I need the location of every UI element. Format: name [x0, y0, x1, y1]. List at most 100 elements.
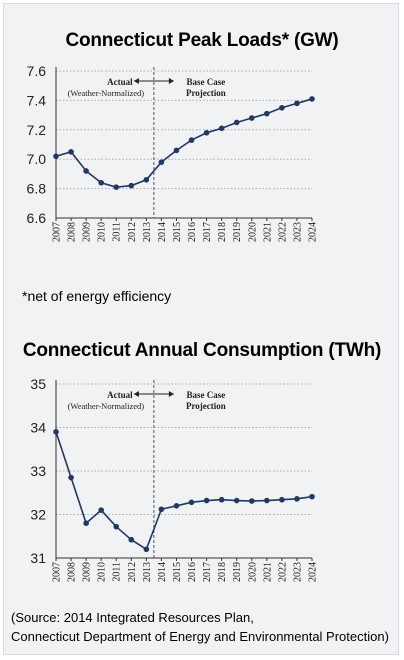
- data-point: [218, 496, 225, 503]
- data-point: [158, 506, 165, 513]
- source-line-1: (Source: 2014 Integrated Resources Plan,: [11, 610, 254, 625]
- data-point: [264, 110, 270, 117]
- y-tick-label: 7.2: [27, 122, 47, 138]
- data-point: [83, 520, 89, 526]
- x-tick-label: 2020: [247, 222, 258, 242]
- data-point: [264, 497, 270, 504]
- data-point: [294, 100, 300, 107]
- x-tick-label: 2016: [187, 562, 198, 582]
- data-point: [83, 168, 89, 174]
- x-tick-label: 2014: [157, 222, 168, 242]
- x-tick-label: 2015: [172, 222, 183, 242]
- data-point: [279, 496, 285, 503]
- arrowhead-left: [133, 391, 139, 397]
- data-point: [188, 499, 195, 506]
- x-tick-label: 2010: [97, 222, 108, 242]
- y-tick-label: 31: [30, 550, 46, 566]
- data-point: [173, 503, 180, 509]
- x-tick-label: 2008: [67, 222, 78, 242]
- x-tick-label: 2007: [52, 222, 63, 242]
- annotation-actual-sub: (Weather-Normalized): [68, 401, 145, 411]
- x-tick-label: 2019: [232, 222, 243, 242]
- x-tick-label: 2007: [52, 562, 63, 582]
- data-point: [203, 497, 210, 504]
- x-tick-label: 2009: [82, 562, 93, 582]
- x-tick-label: 2011: [112, 222, 123, 242]
- x-tick-label: 2012: [127, 562, 138, 582]
- y-tick-label: 7.0: [27, 151, 47, 167]
- source-line-2: Connecticut Department of Energy and Env…: [11, 629, 389, 644]
- x-tick-label: 2018: [217, 562, 228, 582]
- y-tick-label: 35: [30, 376, 46, 392]
- y-tick-label: 32: [30, 507, 46, 523]
- data-point: [248, 498, 255, 504]
- data-point: [113, 184, 120, 190]
- y-tick-label: 6.6: [27, 210, 47, 226]
- chart-title-annual-consumption: Connecticut Annual Consumption (TWh): [22, 340, 382, 361]
- data-point: [128, 536, 135, 543]
- data-point: [173, 147, 180, 154]
- data-point: [309, 96, 315, 102]
- peak-loads-chart: 6.6 6.8 7.0 7.2 7.4 7.6 2007 2008 2009 2010 2011 20…: [27, 63, 319, 242]
- annotation-actual: Actual: [107, 390, 133, 400]
- x-tick-label: 2010: [97, 562, 108, 582]
- data-point: [233, 497, 240, 504]
- x-tick-label: 2008: [67, 562, 78, 582]
- data-point: [218, 125, 225, 132]
- x-tick-label: 2009: [82, 222, 93, 242]
- x-tick-label: 2023: [292, 562, 303, 582]
- y-tick-label: 7.4: [27, 92, 47, 108]
- y-tick-label: 34: [30, 420, 46, 436]
- data-point: [113, 523, 120, 530]
- data-point: [233, 119, 240, 126]
- annotation-actual: Actual: [107, 77, 133, 87]
- data-point: [203, 129, 210, 136]
- data-point: [68, 149, 74, 155]
- x-tick-label: 2017: [202, 222, 213, 242]
- data-point: [248, 115, 255, 121]
- data-point: [188, 137, 195, 143]
- x-tick-label: 2016: [187, 222, 198, 242]
- x-tick-label: 2022: [277, 222, 288, 242]
- x-tick-label: 2022: [277, 562, 288, 582]
- x-tick-label: 2011: [112, 562, 123, 582]
- data-point: [53, 153, 59, 160]
- x-tick-label: 2013: [142, 562, 153, 582]
- data-point: [53, 429, 59, 435]
- data-point: [279, 104, 285, 111]
- arrowhead-left: [133, 78, 139, 84]
- series-line: [55, 431, 313, 551]
- x-tick-label: 2015: [172, 562, 183, 582]
- data-point: [128, 182, 135, 189]
- chart-title-peak-loads: Connecticut Peak Loads* (GW): [65, 30, 339, 51]
- x-tick-label: 2024: [308, 562, 319, 582]
- data-point: [98, 507, 104, 513]
- x-tick-label: 2018: [217, 222, 228, 242]
- data-point: [143, 176, 150, 183]
- x-tick-label: 2012: [127, 222, 138, 242]
- y-tick-label: 7.6: [27, 63, 47, 79]
- annotation-actual-sub: (Weather-Normalized): [68, 88, 145, 98]
- data-point: [158, 159, 165, 165]
- x-tick-label: 2017: [202, 562, 213, 582]
- x-tick-label: 2020: [247, 562, 258, 582]
- source-note: (Source: 2014 Integrated Resources Plan,…: [11, 608, 389, 646]
- series-line: [55, 98, 313, 188]
- arrowhead-right: [168, 78, 174, 84]
- annotation-projection: Projection: [186, 88, 226, 98]
- data-point: [98, 179, 104, 186]
- data-point: [143, 546, 150, 553]
- x-tick-label: 2013: [142, 222, 153, 242]
- data-point: [68, 474, 74, 481]
- figure-frame: [3, 3, 399, 655]
- x-tick-label: 2021: [262, 562, 273, 582]
- y-tick-label: 6.8: [27, 181, 47, 197]
- arrowhead-right: [168, 391, 174, 397]
- footnote: *net of energy efficiency: [22, 288, 172, 304]
- x-tick-label: 2021: [262, 222, 273, 242]
- annotation-base-case: Base Case: [187, 390, 226, 400]
- annotation-projection: Projection: [186, 401, 226, 411]
- data-point: [294, 496, 300, 502]
- annual-consumption-chart: 31 32 33 34 35 2007 2008 2009 2010 2011 2012 2013 20…: [30, 376, 319, 582]
- x-tick-label: 2019: [232, 562, 243, 582]
